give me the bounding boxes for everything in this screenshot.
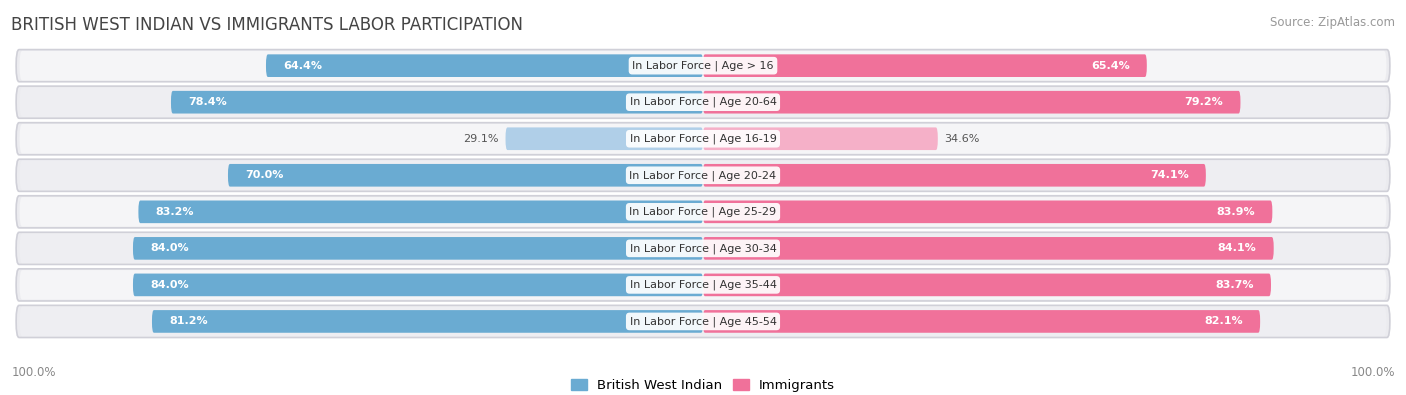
FancyBboxPatch shape	[20, 87, 1386, 117]
FancyBboxPatch shape	[172, 91, 703, 113]
FancyBboxPatch shape	[703, 55, 1147, 77]
FancyBboxPatch shape	[228, 164, 703, 186]
Text: 78.4%: 78.4%	[188, 97, 226, 107]
Text: In Labor Force | Age 30-34: In Labor Force | Age 30-34	[630, 243, 776, 254]
Text: In Labor Force | Age 20-64: In Labor Force | Age 20-64	[630, 97, 776, 107]
Text: 65.4%: 65.4%	[1091, 61, 1129, 71]
FancyBboxPatch shape	[15, 269, 1391, 301]
Text: 70.0%: 70.0%	[245, 170, 284, 180]
FancyBboxPatch shape	[15, 86, 1391, 118]
FancyBboxPatch shape	[703, 201, 1272, 223]
FancyBboxPatch shape	[20, 307, 1386, 336]
Text: 82.1%: 82.1%	[1205, 316, 1243, 326]
FancyBboxPatch shape	[703, 91, 1240, 113]
Text: In Labor Force | Age > 16: In Labor Force | Age > 16	[633, 60, 773, 71]
Text: 83.7%: 83.7%	[1215, 280, 1254, 290]
FancyBboxPatch shape	[703, 164, 1206, 186]
FancyBboxPatch shape	[703, 128, 938, 150]
FancyBboxPatch shape	[15, 196, 1391, 228]
Legend: British West Indian, Immigrants: British West Indian, Immigrants	[565, 374, 841, 395]
FancyBboxPatch shape	[20, 51, 1386, 81]
Text: 74.1%: 74.1%	[1150, 170, 1188, 180]
Text: 100.0%: 100.0%	[11, 366, 56, 379]
FancyBboxPatch shape	[20, 197, 1386, 227]
FancyBboxPatch shape	[20, 124, 1386, 154]
FancyBboxPatch shape	[152, 310, 703, 333]
FancyBboxPatch shape	[138, 201, 703, 223]
FancyBboxPatch shape	[15, 50, 1391, 82]
Text: In Labor Force | Age 35-44: In Labor Force | Age 35-44	[630, 280, 776, 290]
FancyBboxPatch shape	[703, 237, 1274, 260]
FancyBboxPatch shape	[15, 159, 1391, 191]
FancyBboxPatch shape	[506, 128, 703, 150]
Text: In Labor Force | Age 16-19: In Labor Force | Age 16-19	[630, 134, 776, 144]
Text: In Labor Force | Age 45-54: In Labor Force | Age 45-54	[630, 316, 776, 327]
Text: BRITISH WEST INDIAN VS IMMIGRANTS LABOR PARTICIPATION: BRITISH WEST INDIAN VS IMMIGRANTS LABOR …	[11, 16, 523, 34]
Text: 34.6%: 34.6%	[945, 134, 980, 144]
Text: Source: ZipAtlas.com: Source: ZipAtlas.com	[1270, 16, 1395, 29]
Text: 29.1%: 29.1%	[463, 134, 499, 144]
FancyBboxPatch shape	[15, 232, 1391, 264]
FancyBboxPatch shape	[15, 305, 1391, 337]
FancyBboxPatch shape	[266, 55, 703, 77]
FancyBboxPatch shape	[703, 274, 1271, 296]
FancyBboxPatch shape	[703, 310, 1260, 333]
FancyBboxPatch shape	[134, 274, 703, 296]
Text: In Labor Force | Age 25-29: In Labor Force | Age 25-29	[630, 207, 776, 217]
Text: 64.4%: 64.4%	[283, 61, 322, 71]
FancyBboxPatch shape	[20, 270, 1386, 300]
FancyBboxPatch shape	[20, 233, 1386, 263]
Text: 84.0%: 84.0%	[150, 280, 188, 290]
Text: 79.2%: 79.2%	[1184, 97, 1223, 107]
Text: 100.0%: 100.0%	[1350, 366, 1395, 379]
Text: 81.2%: 81.2%	[169, 316, 208, 326]
Text: 84.0%: 84.0%	[150, 243, 188, 253]
Text: 83.2%: 83.2%	[156, 207, 194, 217]
Text: 84.1%: 84.1%	[1218, 243, 1257, 253]
FancyBboxPatch shape	[20, 160, 1386, 190]
Text: In Labor Force | Age 20-24: In Labor Force | Age 20-24	[630, 170, 776, 181]
FancyBboxPatch shape	[134, 237, 703, 260]
Text: 83.9%: 83.9%	[1216, 207, 1256, 217]
FancyBboxPatch shape	[15, 123, 1391, 155]
